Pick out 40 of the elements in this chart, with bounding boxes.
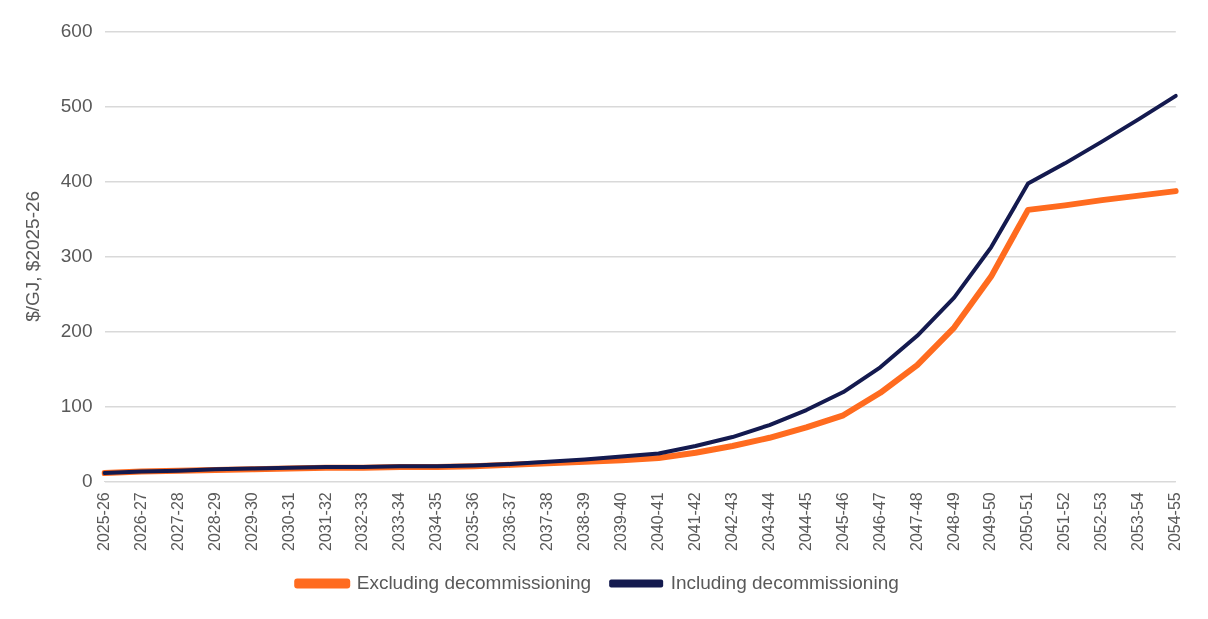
y-tick-label: 400: [60, 169, 93, 191]
x-tick-label: 2034-35: [427, 492, 445, 551]
legend-label: Including decommissioning: [670, 571, 899, 593]
x-tick-label: 2032-33: [353, 492, 371, 551]
y-tick-label: 100: [60, 394, 93, 416]
x-tick-label: 2027-28: [168, 492, 186, 551]
x-tick-label: 2044-45: [796, 492, 814, 551]
x-tick-label: 2052-53: [1092, 492, 1110, 551]
x-tick-label: 2033-34: [390, 492, 408, 551]
x-tick-label: 2035-36: [464, 492, 482, 551]
x-tick-label: 2039-40: [612, 492, 630, 551]
x-tick-label: 2029-30: [242, 492, 260, 551]
x-tick-label: 2031-32: [316, 492, 334, 551]
x-tick-label: 2054-55: [1166, 492, 1184, 551]
x-tick-label: 2045-46: [833, 492, 851, 551]
y-tick-label: 0: [81, 469, 93, 491]
x-tick-label: 2036-37: [501, 492, 519, 551]
x-tick-label: 2048-49: [944, 492, 962, 551]
x-tick-label: 2025-26: [94, 492, 112, 551]
y-axis-title: $/GJ, $2025-26: [21, 190, 43, 322]
x-tick-label: 2040-41: [649, 492, 667, 551]
x-tick-label: 2043-44: [759, 492, 777, 551]
x-tick-label: 2028-29: [205, 492, 223, 551]
x-tick-label: 2026-27: [131, 492, 149, 551]
x-tick-label: 2050-51: [1018, 492, 1036, 551]
y-tick-label: 500: [60, 94, 93, 116]
x-tick-label: 2042-43: [722, 492, 740, 551]
x-tick-label: 2051-52: [1055, 492, 1073, 551]
x-tick-label: 2053-54: [1129, 492, 1147, 551]
x-tick-label: 2047-48: [907, 492, 925, 551]
y-tick-label: 200: [60, 319, 93, 341]
y-tick-label: 300: [60, 244, 93, 266]
x-tick-label: 2038-39: [575, 492, 593, 551]
legend-label: Excluding decommissioning: [356, 571, 592, 593]
x-tick-label: 2046-47: [870, 492, 888, 551]
x-tick-label: 2049-50: [981, 492, 999, 551]
x-tick-label: 2030-31: [279, 492, 297, 551]
x-tick-label: 2037-38: [538, 492, 556, 551]
y-tick-label: 600: [60, 19, 93, 41]
x-tick-label: 2041-42: [685, 492, 703, 551]
